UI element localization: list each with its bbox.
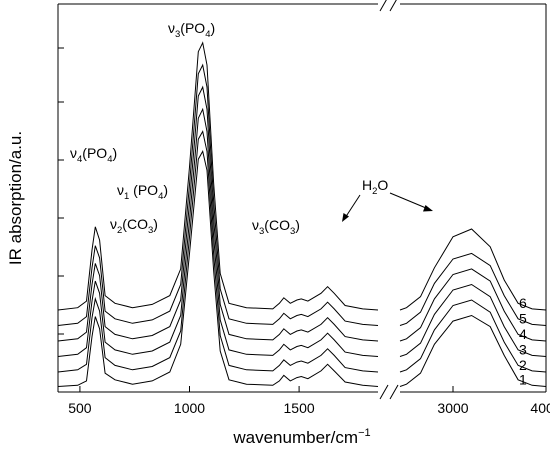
annotation-part: 2 <box>372 186 377 197</box>
annotation-part: 3 <box>175 29 180 40</box>
annotation-part: ν <box>117 182 124 198</box>
annotation-part: 3 <box>148 225 153 236</box>
spectrum-line-5-left <box>57 63 379 326</box>
axis-break-top-slash-1 <box>379 0 387 12</box>
band-annotations: ν3(PO4)ν4(PO4)ν1 (PO4)ν2(CO3) ν3(CO3)H2O <box>70 20 388 237</box>
annotation-part: (PO <box>129 182 158 198</box>
arrow-h2o-right-line <box>389 192 427 209</box>
annotation-part: ν <box>168 20 175 36</box>
spectrum-line-1-right <box>399 314 547 387</box>
arrow-h2o-right-head <box>423 205 433 212</box>
series-label-1: 1 <box>519 371 527 387</box>
x-tick-label: 4000 <box>530 400 550 416</box>
annotation-part: ) <box>153 216 158 232</box>
annotation-nu3-co3: ν3(CO3) <box>252 217 300 237</box>
x-tick-label: 3000 <box>437 400 468 416</box>
plot-frame <box>57 3 547 393</box>
spectrum-line-2-left <box>57 130 379 373</box>
annotation-part: (PO <box>82 145 107 161</box>
annotation-h2o: H2O <box>362 177 388 197</box>
annotation-nu3-po4: ν3(PO4) <box>168 20 215 40</box>
annotation-part: H <box>362 177 372 193</box>
annotation-part: ) <box>163 182 168 198</box>
spectrum-line-3-left <box>57 107 379 357</box>
x-tick-label: 1500 <box>284 400 315 416</box>
annotation-part: 4 <box>107 154 112 165</box>
spectrum-line-3-right <box>399 283 547 357</box>
x-tick-label: 1000 <box>174 400 205 416</box>
annotation-arrows <box>342 192 433 222</box>
axis-break-bottom-slash-1 <box>379 384 389 400</box>
series-label-5: 5 <box>519 310 527 326</box>
spectrum-line-5-right <box>399 252 547 326</box>
spectrum-line-4-left <box>57 85 379 342</box>
axis-break-bottom-slash-2 <box>389 384 399 400</box>
annotation-part: 2 <box>117 225 122 236</box>
annotation-nu2-co3: ν2(CO3) <box>110 216 158 236</box>
arrow-h2o-left-line <box>344 194 361 219</box>
annotation-part: (CO <box>122 216 148 232</box>
x-axis-title-unit-exponent: −1 <box>358 427 371 439</box>
annotation-part: ν <box>110 216 117 232</box>
annotation-nu1-po4: ν1 (PO4) <box>117 182 168 202</box>
annotation-part: ν <box>70 145 77 161</box>
x-tick-label: 500 <box>68 400 92 416</box>
axis-break-top <box>379 0 397 12</box>
series-label-6: 6 <box>519 295 527 311</box>
series-label-4: 4 <box>519 326 527 342</box>
annotation-part: O <box>377 177 388 193</box>
arrow-h2o-left-head <box>342 213 349 222</box>
y-axis-ticks <box>58 47 64 335</box>
spectrum-line-2-right <box>399 299 547 373</box>
x-axis-title-text: wavenumber/cm <box>232 428 358 447</box>
annotation-part: ) <box>295 217 300 233</box>
annotation-part: 4 <box>77 154 82 165</box>
axis-break-top-slash-2 <box>389 0 397 12</box>
series-label-2: 2 <box>519 357 527 373</box>
annotation-part: ) <box>210 20 215 36</box>
annotation-part: 3 <box>290 226 295 237</box>
spectrum-line-6-right <box>399 228 547 311</box>
annotation-part: 4 <box>158 191 163 202</box>
annotation-nu4-po4: ν4(PO4) <box>70 145 117 165</box>
spectrum-line-6-left <box>57 41 379 311</box>
x-axis-ticks: 500 1000 1500 3000 4000 <box>68 386 550 416</box>
axis-break-bottom <box>379 384 399 400</box>
annotation-part: 3 <box>259 226 264 237</box>
spectra-series <box>57 41 547 387</box>
spectrum-line-1-left <box>57 150 379 387</box>
series-label-3: 3 <box>519 342 527 358</box>
annotation-part: ) <box>112 145 117 161</box>
spectrum-line-4-right <box>399 268 547 342</box>
annotation-part: (PO <box>180 20 205 36</box>
annotation-part: 1 <box>124 191 129 202</box>
y-axis-title: IR absorption/a.u. <box>6 131 25 265</box>
annotation-part: (CO <box>264 217 290 233</box>
x-axis-title: wavenumber/cm−1 <box>232 427 370 447</box>
annotation-part: 4 <box>205 29 210 40</box>
annotation-part: ν <box>252 217 259 233</box>
